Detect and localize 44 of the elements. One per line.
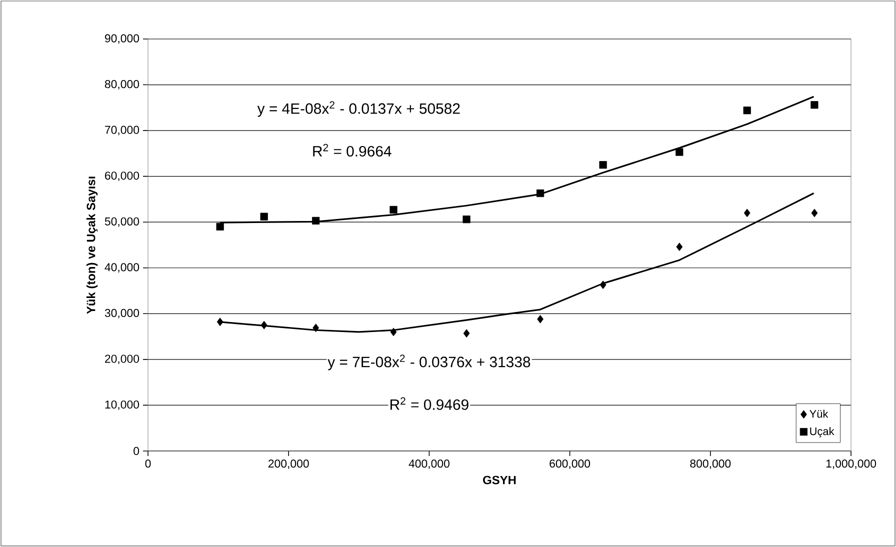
point bbox=[810, 101, 818, 109]
point bbox=[676, 148, 684, 156]
y-tick-label: 20,000 bbox=[105, 354, 140, 364]
annotation: y = 4E-08x$^{2}$ - 0.0137x + 50582 bbox=[257, 101, 460, 117]
annotation: y = 7E-08x$^{2}$ - 0.0376x + 31338 bbox=[328, 354, 530, 370]
point bbox=[390, 206, 398, 214]
x-tick-label: 600,000 bbox=[550, 460, 590, 469]
x-tick-label: 400,000 bbox=[408, 460, 450, 469]
y-tick-label: 40,000 bbox=[104, 263, 140, 273]
y-axis-title: Yük (ton) ve Uçak Sayısı bbox=[86, 176, 98, 314]
x-tick-label: 200,000 bbox=[268, 460, 309, 469]
point bbox=[216, 318, 224, 326]
y-tick-label: 80,000 bbox=[104, 80, 140, 90]
y-tick-label: 50,000 bbox=[104, 217, 140, 227]
legend-label: Yük bbox=[810, 410, 828, 418]
point bbox=[600, 280, 606, 290]
annotation: R$^{2}$ = 0.9469 bbox=[390, 397, 468, 410]
point bbox=[216, 222, 224, 230]
y-tick-label: 70,000 bbox=[105, 126, 140, 136]
y-tick-label: 30,000 bbox=[104, 308, 140, 318]
point bbox=[260, 212, 268, 220]
point bbox=[390, 328, 397, 336]
legend-label: Uçak bbox=[810, 427, 834, 438]
point bbox=[462, 216, 470, 224]
point bbox=[599, 161, 607, 169]
x-tick-label: 800,000 bbox=[690, 460, 731, 469]
x-axis-title: GSYH bbox=[483, 476, 516, 484]
point bbox=[744, 208, 750, 218]
annotation: R$^{2}$ = 0.9664 bbox=[313, 144, 392, 157]
point bbox=[536, 189, 544, 198]
point bbox=[537, 314, 544, 324]
point bbox=[676, 242, 683, 252]
x-tick-label: 0 bbox=[145, 460, 151, 468]
point bbox=[811, 208, 818, 218]
y-tick-label: 10,000 bbox=[105, 400, 140, 410]
point bbox=[312, 324, 320, 332]
point bbox=[743, 106, 751, 114]
y-tick-label: 0 bbox=[134, 446, 140, 456]
y-tick-label: 60,000 bbox=[105, 172, 140, 182]
point bbox=[260, 320, 268, 330]
x-tick-label: 1,000,000 bbox=[826, 460, 876, 469]
point bbox=[312, 216, 320, 225]
y-tick-label: 90,000 bbox=[104, 34, 140, 44]
point bbox=[463, 329, 470, 338]
